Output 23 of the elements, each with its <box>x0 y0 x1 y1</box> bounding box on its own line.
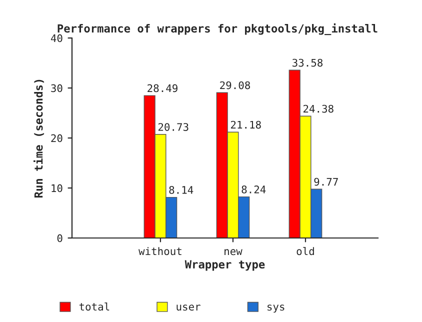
y-tick-label: 40 <box>50 34 62 42</box>
y-tick-label: 30 <box>51 84 62 92</box>
data-label: 28.49 <box>148 84 178 92</box>
data-label: 29.08 <box>220 81 250 90</box>
data-label: 8.14 <box>169 186 194 194</box>
x-tick-label: new <box>224 249 242 256</box>
x-tick-label: without <box>138 247 182 256</box>
y-tick-label: 20 <box>51 134 62 142</box>
data-label: 9.77 <box>314 178 338 186</box>
data-label: 8.24 <box>242 186 266 194</box>
data-label: 21.18 <box>230 120 261 129</box>
y-axis-title: Run time (seconds) <box>34 80 44 198</box>
data-label: 24.38 <box>303 104 334 113</box>
x-tick-label: old <box>296 247 314 256</box>
legend-label: user <box>176 304 200 311</box>
x-axis-title: Wrapper type <box>184 260 265 271</box>
chart-title: Performance of wrappers for pkgtools/pkg_install <box>58 23 378 36</box>
y-tick-label: 10 <box>52 184 62 192</box>
data-label: 33.58 <box>292 58 323 67</box>
y-tick-label: 0 <box>57 234 62 242</box>
legend-label: sys <box>268 304 284 313</box>
data-label: 20.73 <box>158 123 188 131</box>
legend-label: total <box>79 302 110 311</box>
